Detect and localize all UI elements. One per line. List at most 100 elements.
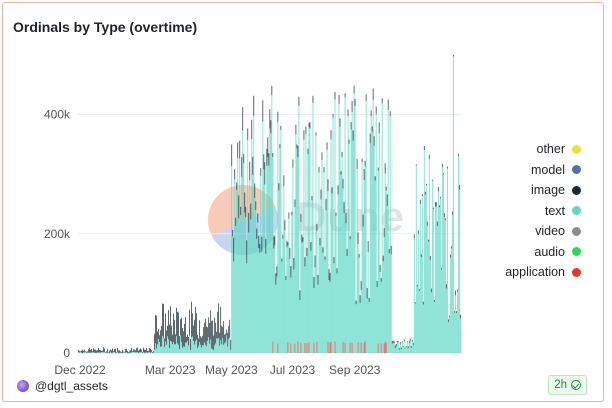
text-bar	[159, 342, 160, 353]
image-bar	[363, 168, 365, 181]
text-bar	[433, 301, 435, 353]
text-bar	[92, 351, 93, 353]
image-bar	[372, 88, 374, 100]
image-bar	[449, 254, 451, 258]
image-bar	[133, 349, 134, 352]
text-bar	[392, 343, 394, 353]
text-bar	[403, 341, 405, 353]
text-bar	[382, 261, 384, 353]
application-bar	[329, 342, 331, 353]
refresh-badge[interactable]: 2h	[548, 375, 587, 395]
image-bar	[78, 349, 79, 353]
image-bar	[172, 334, 173, 345]
image-bar	[420, 254, 422, 258]
image-bar	[138, 350, 139, 353]
legend-item-model[interactable]: model	[461, 160, 581, 181]
text-bar	[249, 180, 251, 353]
text-bar	[232, 236, 234, 353]
legend-item-other[interactable]: other	[461, 139, 581, 160]
image-bar	[285, 275, 287, 281]
image-bar	[194, 319, 196, 345]
image-bar	[451, 211, 453, 215]
text-bar	[110, 351, 111, 353]
image-bar	[326, 142, 328, 150]
image-bar	[228, 326, 230, 340]
image-bar	[116, 352, 117, 353]
text-bar	[247, 140, 249, 353]
image-bar	[223, 321, 225, 345]
image-bar	[273, 236, 275, 249]
text-bar	[217, 338, 219, 353]
image-bar	[100, 350, 101, 353]
text-bar	[393, 342, 395, 353]
text-bar	[239, 158, 241, 353]
text-bar	[280, 130, 282, 353]
text-bar	[256, 238, 258, 353]
text-bar	[93, 352, 94, 354]
image-bar	[385, 186, 387, 191]
legend-item-application[interactable]: application	[461, 262, 581, 283]
chart-legend: other model image text video audio application	[461, 139, 581, 283]
text-bar	[208, 337, 210, 353]
image-bar	[436, 221, 438, 226]
text-bar	[203, 345, 205, 353]
image-bar	[398, 348, 400, 350]
text-bar	[248, 232, 250, 353]
image-bar	[357, 232, 359, 245]
username[interactable]: @dgtl_assets	[35, 379, 108, 393]
text-bar	[185, 342, 186, 353]
text-bar	[81, 352, 82, 354]
legend-item-image[interactable]: image	[461, 180, 581, 201]
text-bar	[117, 351, 118, 353]
footer-user[interactable]: @dgtl_assets	[17, 379, 108, 393]
image-bar	[366, 288, 368, 299]
image-bar	[113, 351, 114, 353]
text-bar	[192, 336, 194, 353]
image-bar	[182, 327, 183, 348]
text-bar	[174, 344, 175, 353]
image-bar	[94, 349, 95, 353]
image-bar	[364, 161, 366, 167]
image-bar	[419, 199, 421, 205]
text-bar	[86, 352, 87, 354]
image-bar	[105, 352, 106, 353]
text-bar	[242, 130, 244, 353]
text-bar	[87, 352, 88, 354]
image-bar	[251, 119, 253, 140]
text-bar	[212, 349, 214, 353]
image-bar	[253, 95, 255, 116]
text-bar	[286, 247, 288, 353]
text-bar	[129, 352, 130, 354]
image-bar	[410, 345, 412, 349]
image-bar	[349, 236, 351, 240]
text-bar	[245, 217, 247, 353]
legend-label: text	[544, 203, 565, 218]
text-bar	[396, 342, 398, 353]
text-bar	[370, 116, 372, 353]
image-bar	[322, 247, 324, 253]
image-bar	[428, 154, 430, 159]
text-bar	[191, 337, 192, 353]
text-bar	[454, 295, 456, 353]
application-bar	[316, 341, 318, 353]
image-bar	[458, 185, 460, 190]
text-bar	[118, 352, 119, 354]
legend-item-audio[interactable]: audio	[461, 242, 581, 263]
image-bar	[259, 243, 261, 254]
image-bar	[430, 288, 432, 293]
text-bar	[175, 344, 176, 353]
text-bar	[183, 346, 184, 353]
application-bar	[308, 341, 310, 353]
image-bar	[145, 349, 146, 353]
text-bar	[376, 287, 378, 353]
image-bar	[454, 290, 456, 296]
image-bar	[209, 323, 211, 344]
text-bar	[243, 163, 245, 353]
legend-item-video[interactable]: video	[461, 221, 581, 242]
legend-item-text[interactable]: text	[461, 201, 581, 222]
image-bar	[127, 351, 128, 353]
image-bar	[413, 234, 415, 239]
text-bar	[358, 257, 360, 353]
text-bar	[404, 348, 406, 353]
legend-label: other	[536, 142, 566, 157]
